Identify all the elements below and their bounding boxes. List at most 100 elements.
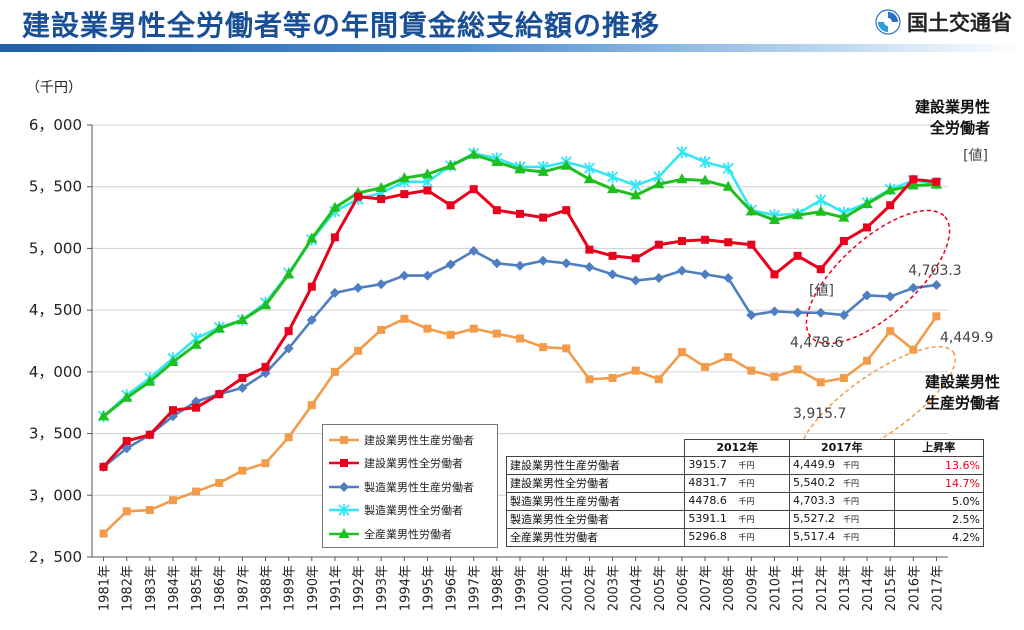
summary-value-2012: 5296.8 千円 <box>684 528 790 547</box>
data-point <box>768 214 780 225</box>
highlight-ellipse-const-all <box>805 209 951 345</box>
data-point <box>537 165 549 176</box>
data-point <box>585 245 594 254</box>
summary-value-2012: 4831.7 千円 <box>684 474 790 493</box>
summary-value-2012: 4478.6 千円 <box>684 492 790 511</box>
x-tick-label: 2002年 <box>583 565 598 611</box>
data-point <box>838 310 849 321</box>
data-point <box>677 348 686 357</box>
data-point <box>306 315 317 326</box>
x-tick-label: 1988年 <box>260 565 275 611</box>
data-point <box>723 273 734 284</box>
data-point <box>746 310 757 321</box>
data-point <box>283 343 294 354</box>
legend-marker <box>340 435 348 444</box>
x-tick-label: 2001年 <box>560 565 575 611</box>
x-tick-label: 1986年 <box>213 565 228 611</box>
data-point <box>863 356 872 365</box>
data-point <box>168 406 177 415</box>
y-tick-label: 4，500 <box>29 301 82 319</box>
unit-label: 千円 <box>738 497 755 506</box>
x-tick-label: 2006年 <box>676 565 691 611</box>
header-underline <box>0 44 1024 52</box>
data-point <box>839 374 848 383</box>
data-point <box>816 265 825 274</box>
data-point <box>631 254 640 263</box>
data-point <box>608 374 617 383</box>
data-point <box>583 173 595 184</box>
legend-item-const-all: 建設業男性全労働者 <box>329 452 491 476</box>
annotation-const-all-title: 建設業男性全労働者 <box>915 98 990 137</box>
data-point <box>932 177 941 186</box>
data-point <box>122 507 131 516</box>
data-point <box>190 338 202 349</box>
summary-value-2017: 5,517.4 千円 <box>788 528 895 547</box>
unit-label: 千円 <box>738 461 755 470</box>
line-chart: 2，500 3，000 3，500 4，000 4，500 5，000 5，500 6，000… <box>26 80 1000 611</box>
x-tick-label: 1987年 <box>236 565 251 611</box>
data-point <box>400 314 409 323</box>
data-point <box>469 324 478 333</box>
data-point <box>283 268 295 279</box>
x-tick-label: 2011年 <box>792 565 807 611</box>
data-point <box>885 291 896 302</box>
summary-row: 建設業男性全労働者 4831.7 千円 5,540.2 千円 14.7% <box>505 474 985 493</box>
data-point <box>747 366 756 375</box>
x-tick-label: 1981年 <box>98 565 113 611</box>
data-point <box>353 282 364 293</box>
data-point <box>445 159 457 170</box>
data-point <box>492 329 501 338</box>
annotation-mfg-prod-2017: 4,703.3 <box>908 263 961 279</box>
data-point <box>676 146 688 159</box>
summary-value-2012: 5391.1 千円 <box>684 510 790 529</box>
data-point <box>238 466 247 475</box>
y-axis-unit-label: （千円） <box>26 80 82 96</box>
series-layer <box>97 146 943 538</box>
data-point <box>422 270 433 281</box>
data-point <box>607 269 618 280</box>
annotation-layer: 建設業男性全労働者 [値] [値] 4,703.3 4,478.6 4,449.9 3,91… <box>790 98 1000 464</box>
data-point <box>816 378 825 387</box>
data-point <box>260 299 272 310</box>
data-point <box>330 367 339 376</box>
data-point <box>562 344 571 353</box>
data-point <box>585 375 594 384</box>
data-point <box>722 162 734 175</box>
x-tick-label: 2007年 <box>699 565 714 611</box>
data-point <box>236 314 248 325</box>
legend-item-mfg-all: 製造業男性全労働者 <box>329 499 491 523</box>
legend-symbol-icon <box>329 459 359 468</box>
summary-value-2017: 4,703.3 千円 <box>788 492 895 511</box>
data-point <box>792 209 804 220</box>
unit-label: 千円 <box>738 479 755 488</box>
data-point <box>423 186 432 195</box>
legend-item-all-ind: 全産業男性労働者 <box>329 522 491 546</box>
summary-value-2017: 5,527.2 千円 <box>788 510 895 529</box>
data-point <box>886 327 895 336</box>
x-tick-label: 2016年 <box>907 565 922 611</box>
data-point <box>909 175 918 184</box>
summary-value-2017: 5,540.2 千円 <box>788 474 895 493</box>
series-const-prod <box>99 312 941 538</box>
data-point <box>469 185 478 194</box>
data-point <box>99 529 108 538</box>
legend-item-const-prod: 建設業男性生産労働者 <box>329 428 491 452</box>
summary-header-rate: 上昇率 <box>893 439 985 457</box>
data-point <box>538 255 549 266</box>
x-tick-label: 1992年 <box>352 565 367 611</box>
data-point <box>468 148 480 159</box>
unit-label: 千円 <box>738 515 755 524</box>
summary-rate: 2.5% <box>893 510 985 529</box>
unit-label: 千円 <box>738 533 755 542</box>
data-point <box>793 365 802 374</box>
summary-rate: 4.2% <box>893 528 985 547</box>
legend-symbol-icon <box>329 481 359 492</box>
summary-row-label: 全産業男性労働者 <box>505 528 686 547</box>
y-tick-label: 5，000 <box>29 239 82 257</box>
summary-value-2017: 4,449.9 千円 <box>788 456 895 475</box>
data-point <box>98 410 110 421</box>
x-tick-label: 2017年 <box>930 565 945 611</box>
x-tick-label: 1991年 <box>329 565 344 611</box>
data-point <box>330 233 339 242</box>
x-tick-label: 1984年 <box>167 565 182 611</box>
